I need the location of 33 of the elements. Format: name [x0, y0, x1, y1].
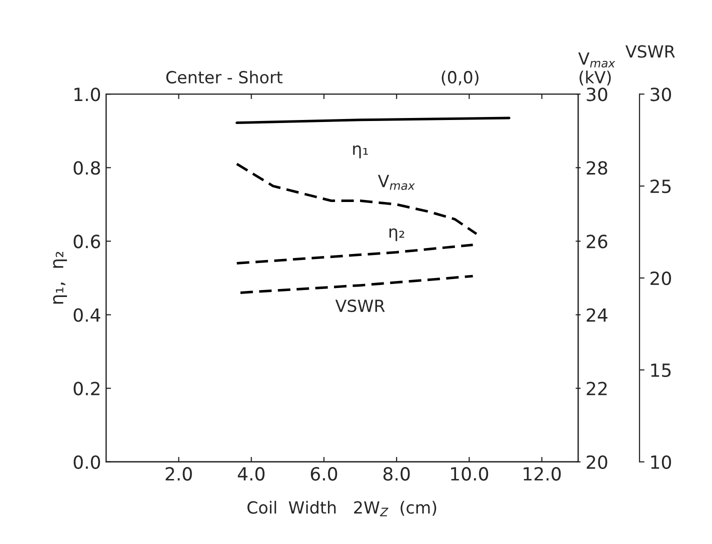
x-tick-label: 4.0 — [238, 467, 264, 481]
y3-tick-label: 10 — [651, 455, 672, 469]
chart-title: Center - Short — [166, 70, 282, 84]
y3-axis-title: VSWR — [625, 45, 675, 58]
y3-tick-label: 25 — [650, 180, 671, 194]
series-label: V$_{max}$ — [378, 174, 415, 190]
x-axis-title: Coil Width 2W$_{Z}$ (cm) — [247, 500, 436, 516]
x-tick-label: 6.0 — [310, 467, 338, 481]
y2-tick-label: 28 — [586, 161, 608, 175]
y-tick-label: 0.0 — [74, 455, 100, 469]
y3-tick-label: 20 — [650, 271, 672, 286]
series-label: VSWR — [335, 300, 385, 312]
y-tick-label: 0.4 — [74, 308, 100, 322]
y2-axis-title: V$_{max}$ (kV) — [578, 52, 616, 86]
x-tick-label: 2.0 — [166, 467, 192, 481]
series-label: η₁ — [353, 145, 368, 158]
y2-tick-label: 24 — [586, 308, 608, 322]
series-label: η₂ — [389, 228, 404, 242]
y-tick-label: 0.2 — [74, 382, 100, 396]
y-tick-label: 0.8 — [74, 161, 100, 175]
y2-tick-label: 20 — [586, 455, 608, 469]
y3-tick-label: 30 — [650, 88, 672, 102]
y2-tick-label: 30 — [586, 88, 608, 102]
x-tick-label: 12.0 — [524, 467, 561, 481]
y-axis-title: η₁, η₂ — [53, 252, 67, 304]
y3-tick-label: 15 — [651, 364, 671, 378]
text: (0,0) — [442, 70, 478, 86]
y2-tick-label: 26 — [586, 234, 608, 248]
x-tick-label: 10.0 — [451, 467, 488, 481]
y-tick-label: 0.6 — [74, 234, 100, 248]
y2-tick-label: 22 — [586, 382, 607, 396]
y-tick-label: 1.0 — [74, 88, 100, 102]
x-tick-label: 8.0 — [383, 467, 410, 481]
